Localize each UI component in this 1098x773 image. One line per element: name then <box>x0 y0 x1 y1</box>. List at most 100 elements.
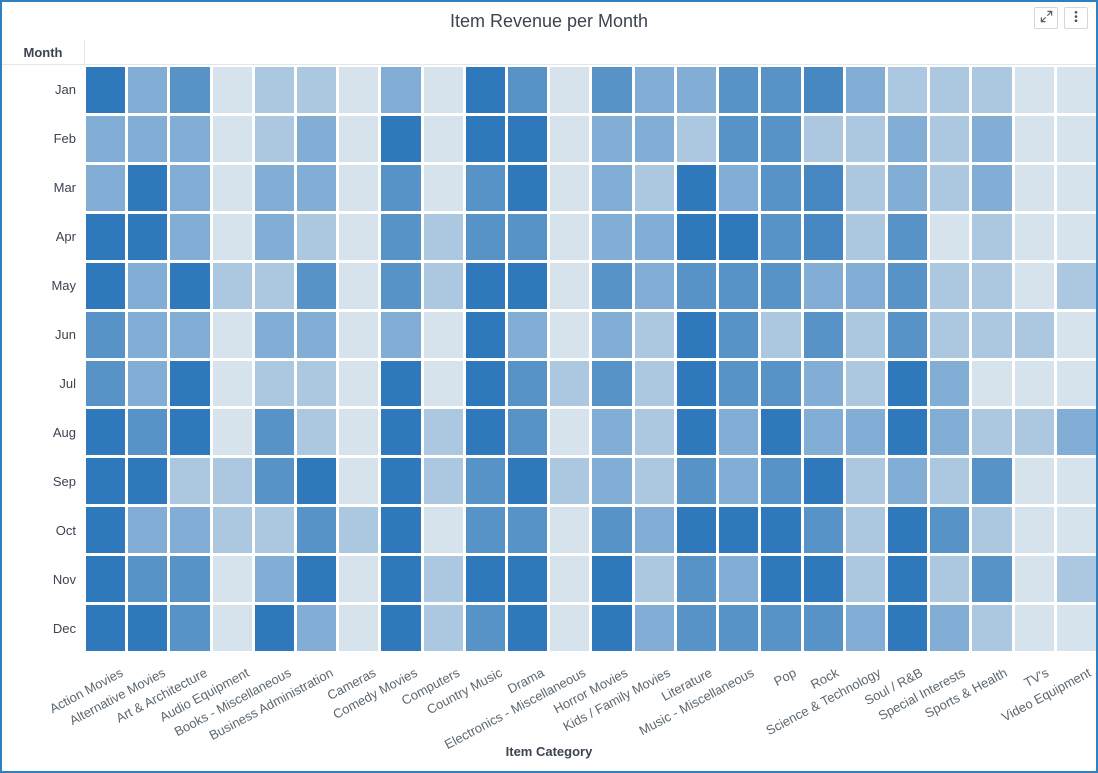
heatmap-cell[interactable] <box>423 409 463 456</box>
heatmap-cell[interactable] <box>1056 67 1096 113</box>
heatmap-cell[interactable] <box>887 360 928 407</box>
heatmap-cell[interactable] <box>170 213 210 260</box>
heatmap-cell[interactable] <box>339 605 379 651</box>
heatmap-cell[interactable] <box>297 164 337 211</box>
heatmap-cell[interactable] <box>1056 115 1096 162</box>
heatmap-cell[interactable] <box>592 213 632 260</box>
heatmap-cell[interactable] <box>845 556 885 603</box>
heatmap-cell[interactable] <box>634 262 674 309</box>
heatmap-cell[interactable] <box>634 360 674 407</box>
heatmap-cell[interactable] <box>1056 164 1096 211</box>
heatmap-cell[interactable] <box>719 605 759 651</box>
heatmap-cell[interactable] <box>212 115 252 162</box>
heatmap-cell[interactable] <box>676 262 717 309</box>
heatmap-cell[interactable] <box>634 458 674 505</box>
heatmap-cell[interactable] <box>339 262 379 309</box>
heatmap-cell[interactable] <box>887 311 928 358</box>
heatmap-cell[interactable] <box>339 311 379 358</box>
heatmap-cell[interactable] <box>887 262 928 309</box>
heatmap-cell[interactable] <box>1014 605 1054 651</box>
heatmap-cell[interactable] <box>254 556 295 603</box>
heatmap-cell[interactable] <box>803 605 843 651</box>
heatmap-cell[interactable] <box>972 213 1012 260</box>
heatmap-cell[interactable] <box>170 67 210 113</box>
heatmap-cell[interactable] <box>297 213 337 260</box>
heatmap-cell[interactable] <box>381 262 421 309</box>
heatmap-cell[interactable] <box>550 262 590 309</box>
heatmap-cell[interactable] <box>86 409 126 456</box>
heatmap-cell[interactable] <box>465 507 506 554</box>
heatmap-cell[interactable] <box>592 360 632 407</box>
heatmap-cell[interactable] <box>845 360 885 407</box>
heatmap-cell[interactable] <box>212 311 252 358</box>
heatmap-cell[interactable] <box>803 213 843 260</box>
heatmap-cell[interactable] <box>170 507 210 554</box>
heatmap-cell[interactable] <box>676 360 717 407</box>
heatmap-cell[interactable] <box>845 409 885 456</box>
heatmap-cell[interactable] <box>592 164 632 211</box>
heatmap-cell[interactable] <box>254 67 295 113</box>
heatmap-cell[interactable] <box>297 262 337 309</box>
heatmap-cell[interactable] <box>465 164 506 211</box>
heatmap-cell[interactable] <box>803 164 843 211</box>
heatmap-cell[interactable] <box>423 311 463 358</box>
heatmap-cell[interactable] <box>170 311 210 358</box>
heatmap-cell[interactable] <box>845 164 885 211</box>
heatmap-cell[interactable] <box>508 507 548 554</box>
heatmap-cell[interactable] <box>930 409 970 456</box>
heatmap-cell[interactable] <box>1014 458 1054 505</box>
heatmap-cell[interactable] <box>761 311 801 358</box>
heatmap-cell[interactable] <box>297 409 337 456</box>
heatmap-cell[interactable] <box>761 213 801 260</box>
heatmap-cell[interactable] <box>381 409 421 456</box>
heatmap-cell[interactable] <box>170 360 210 407</box>
heatmap-cell[interactable] <box>297 360 337 407</box>
heatmap-cell[interactable] <box>676 115 717 162</box>
heatmap-cell[interactable] <box>508 311 548 358</box>
heatmap-cell[interactable] <box>1014 507 1054 554</box>
heatmap-cell[interactable] <box>887 409 928 456</box>
heatmap-cell[interactable] <box>1014 311 1054 358</box>
heatmap-cell[interactable] <box>128 67 168 113</box>
heatmap-cell[interactable] <box>1056 605 1096 651</box>
heatmap-cell[interactable] <box>86 164 126 211</box>
heatmap-cell[interactable] <box>719 164 759 211</box>
kebab-menu-button[interactable] <box>1064 7 1088 29</box>
heatmap-cell[interactable] <box>254 507 295 554</box>
heatmap-cell[interactable] <box>550 213 590 260</box>
heatmap-cell[interactable] <box>508 458 548 505</box>
heatmap-cell[interactable] <box>1014 262 1054 309</box>
heatmap-cell[interactable] <box>254 213 295 260</box>
heatmap-cell[interactable] <box>592 262 632 309</box>
heatmap-cell[interactable] <box>803 115 843 162</box>
heatmap-cell[interactable] <box>634 115 674 162</box>
heatmap-cell[interactable] <box>212 507 252 554</box>
heatmap-cell[interactable] <box>761 360 801 407</box>
heatmap-cell[interactable] <box>550 311 590 358</box>
heatmap-cell[interactable] <box>212 360 252 407</box>
heatmap-cell[interactable] <box>381 311 421 358</box>
heatmap-cell[interactable] <box>212 262 252 309</box>
heatmap-cell[interactable] <box>339 213 379 260</box>
heatmap-cell[interactable] <box>212 409 252 456</box>
heatmap-cell[interactable] <box>381 360 421 407</box>
heatmap-cell[interactable] <box>845 213 885 260</box>
heatmap-cell[interactable] <box>803 311 843 358</box>
heatmap-cell[interactable] <box>1056 262 1096 309</box>
heatmap-cell[interactable] <box>381 115 421 162</box>
heatmap-cell[interactable] <box>845 605 885 651</box>
heatmap-cell[interactable] <box>887 213 928 260</box>
heatmap-cell[interactable] <box>676 67 717 113</box>
heatmap-cell[interactable] <box>972 556 1012 603</box>
heatmap-cell[interactable] <box>1056 360 1096 407</box>
heatmap-cell[interactable] <box>930 213 970 260</box>
heatmap-cell[interactable] <box>423 458 463 505</box>
heatmap-cell[interactable] <box>676 213 717 260</box>
heatmap-cell[interactable] <box>634 311 674 358</box>
heatmap-cell[interactable] <box>128 115 168 162</box>
heatmap-cell[interactable] <box>170 115 210 162</box>
heatmap-cell[interactable] <box>761 556 801 603</box>
heatmap-cell[interactable] <box>381 605 421 651</box>
heatmap-cell[interactable] <box>86 556 126 603</box>
heatmap-cell[interactable] <box>86 213 126 260</box>
